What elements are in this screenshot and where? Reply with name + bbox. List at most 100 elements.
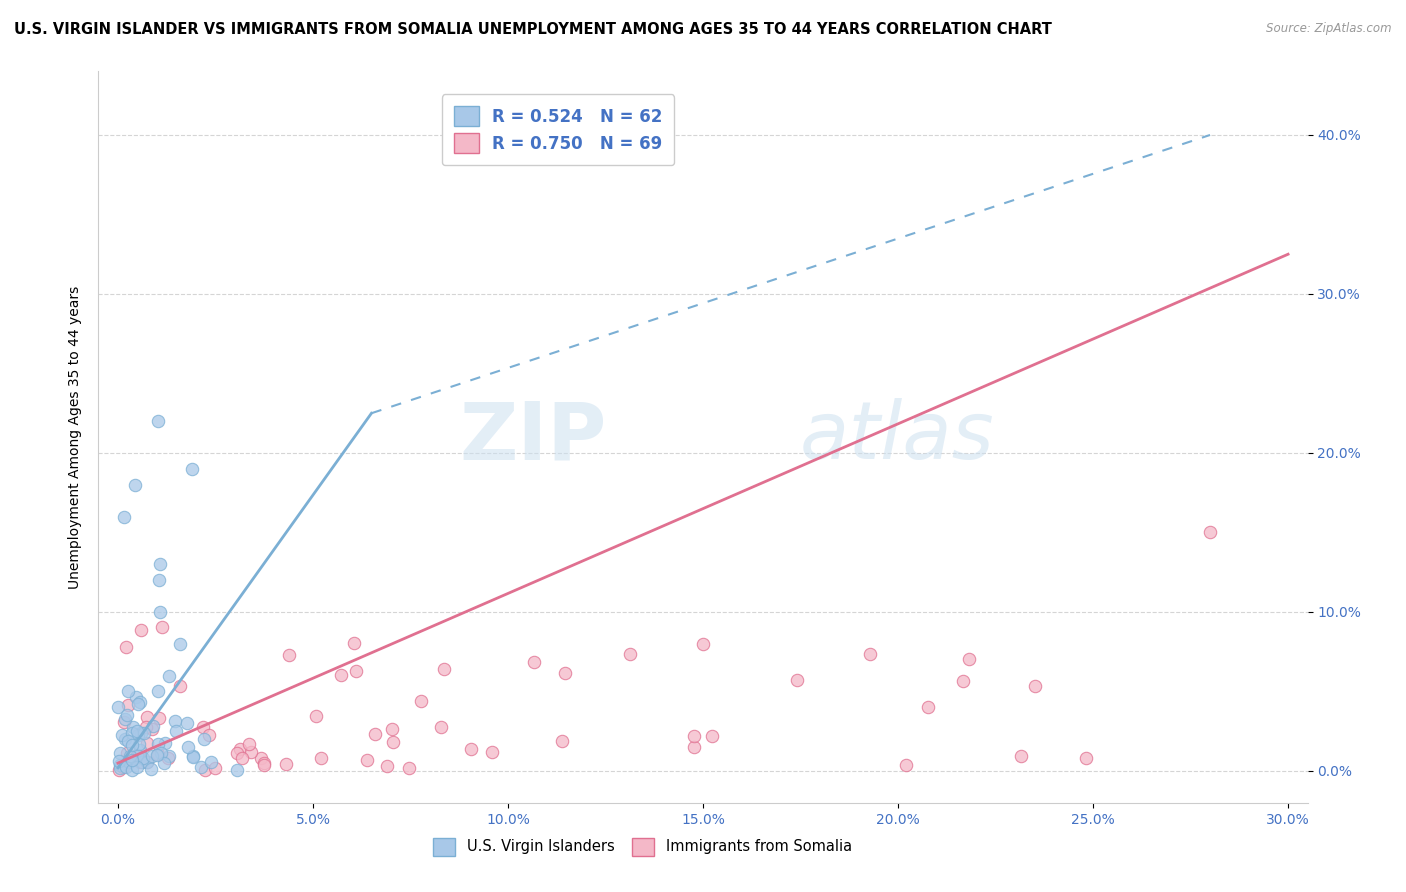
Point (344, 665, 367, 679)
Point (181, 749, 204, 764)
Point (169, 679, 191, 693)
Point (115, 708, 138, 723)
Point (115, 640, 138, 655)
Point (148, 605, 170, 619)
Point (107, 754, 129, 768)
Point (108, 761, 131, 775)
Point (135, 755, 157, 769)
Point (433, 662, 456, 676)
Point (238, 737, 260, 751)
Point (917, 700, 939, 714)
Point (127, 724, 149, 739)
Point (225, 746, 247, 760)
Text: ZIP: ZIP (458, 398, 606, 476)
Point (148, 573, 170, 587)
Point (125, 760, 148, 774)
Point (135, 736, 157, 750)
Point (683, 740, 706, 755)
Point (277, 648, 299, 662)
Point (148, 711, 170, 725)
Text: U.S. VIRGIN ISLANDER VS IMMIGRANTS FROM SOMALIA UNEMPLOYMENT AMONG AGES 35 TO 44: U.S. VIRGIN ISLANDER VS IMMIGRANTS FROM … (14, 22, 1052, 37)
Point (381, 735, 404, 749)
Point (398, 762, 420, 776)
Point (110, 746, 132, 760)
Point (430, 720, 453, 734)
Point (135, 709, 157, 723)
Point (128, 748, 150, 763)
Point (112, 759, 135, 773)
Point (364, 727, 387, 741)
Point (169, 637, 191, 651)
Point (127, 698, 149, 712)
Point (786, 673, 808, 687)
Point (191, 720, 214, 734)
Point (110, 757, 132, 772)
Point (112, 714, 135, 729)
Point (375, 759, 398, 773)
Point (177, 740, 200, 755)
Point (190, 760, 212, 774)
Point (411, 694, 433, 708)
Point (458, 120, 481, 134)
Point (253, 756, 276, 770)
Point (153, 735, 176, 749)
Point (157, 748, 180, 763)
Point (952, 673, 974, 688)
Point (129, 756, 152, 770)
Point (115, 760, 138, 774)
Point (146, 748, 169, 763)
Point (152, 756, 174, 771)
Point (150, 620, 173, 634)
Point (146, 414, 169, 428)
Point (163, 714, 186, 729)
Point (129, 623, 152, 637)
Point (128, 737, 150, 751)
Point (118, 748, 141, 763)
Point (149, 558, 172, 572)
Point (141, 749, 163, 764)
Point (274, 757, 297, 772)
Point (550, 733, 572, 747)
Point (619, 647, 641, 661)
Point (692, 637, 714, 651)
Point (111, 728, 134, 742)
Point (523, 655, 546, 669)
Point (180, 462, 202, 476)
Point (127, 728, 149, 742)
Point (115, 746, 138, 760)
Point (894, 757, 917, 772)
Point (181, 749, 204, 764)
Point (702, 730, 724, 744)
Point (250, 751, 273, 765)
Point (240, 745, 263, 759)
Point (200, 756, 222, 770)
Point (226, 763, 249, 777)
Point (142, 719, 165, 733)
Point (114, 731, 136, 746)
Point (157, 668, 180, 682)
Point (198, 728, 221, 742)
Point (125, 690, 148, 704)
Point (194, 763, 217, 777)
Point (146, 747, 169, 761)
Point (129, 726, 152, 740)
Point (193, 732, 215, 747)
Text: atlas: atlas (800, 398, 994, 476)
Point (1074, 751, 1097, 765)
Point (1024, 679, 1046, 693)
Point (165, 724, 187, 739)
Point (125, 748, 148, 763)
Point (342, 636, 364, 650)
Point (305, 708, 328, 723)
Point (121, 725, 143, 739)
Point (114, 712, 136, 726)
Point (381, 722, 404, 736)
Point (121, 763, 143, 777)
Point (108, 763, 131, 777)
Point (117, 684, 139, 698)
Point (117, 755, 139, 769)
Point (117, 734, 139, 748)
Point (309, 751, 332, 765)
Point (141, 762, 163, 776)
Text: Source: ZipAtlas.com: Source: ZipAtlas.com (1267, 22, 1392, 36)
